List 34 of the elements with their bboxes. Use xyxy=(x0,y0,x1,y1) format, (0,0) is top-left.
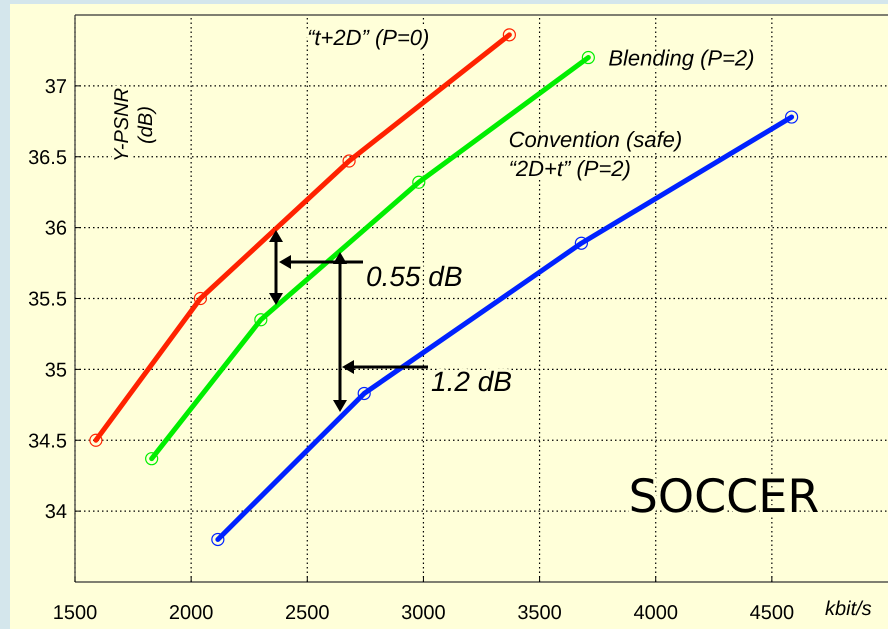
x-tick-label: 4500 xyxy=(750,602,794,624)
point xyxy=(412,176,426,189)
point xyxy=(145,452,158,466)
y-tick-label: 36.5 xyxy=(28,146,67,169)
series-label: Convention (safe) “2D+t” (P=2) xyxy=(508,127,682,182)
y-tick-label: 34 xyxy=(44,501,67,524)
y-tick-label: 34.5 xyxy=(28,430,67,452)
x-tick-label: 1500 xyxy=(52,602,98,624)
annotation: SOCCER xyxy=(628,469,820,523)
y-tick-label: 35 xyxy=(44,359,67,382)
point xyxy=(502,28,516,42)
point xyxy=(785,110,798,124)
point xyxy=(194,292,208,306)
series-label: “t+2D” (P=0) xyxy=(307,24,430,50)
x-axis-title: kbit/s xyxy=(825,598,872,620)
y-axis-title: Y-PSNR (dB) xyxy=(111,88,157,162)
y-tick-label: 37 xyxy=(44,76,67,98)
x-tick-label: 2500 xyxy=(285,602,330,624)
point xyxy=(582,50,595,64)
point xyxy=(342,154,356,168)
annotation: 0.55 dB xyxy=(366,261,463,292)
point xyxy=(254,313,268,326)
x-tick-label: 3500 xyxy=(517,602,562,624)
point xyxy=(574,236,588,250)
series-label: Blending (P=2) xyxy=(608,46,755,71)
point xyxy=(89,434,103,447)
point xyxy=(211,532,224,546)
point xyxy=(358,386,371,400)
x-tick-label: 4000 xyxy=(633,602,678,624)
y-tick-label: 36 xyxy=(44,218,67,240)
y-tick-label: 35.5 xyxy=(28,288,67,310)
annotation: 1.2 dB xyxy=(431,366,512,397)
x-tick-label: 3000 xyxy=(401,602,446,624)
x-tick-label: 2000 xyxy=(168,602,214,624)
